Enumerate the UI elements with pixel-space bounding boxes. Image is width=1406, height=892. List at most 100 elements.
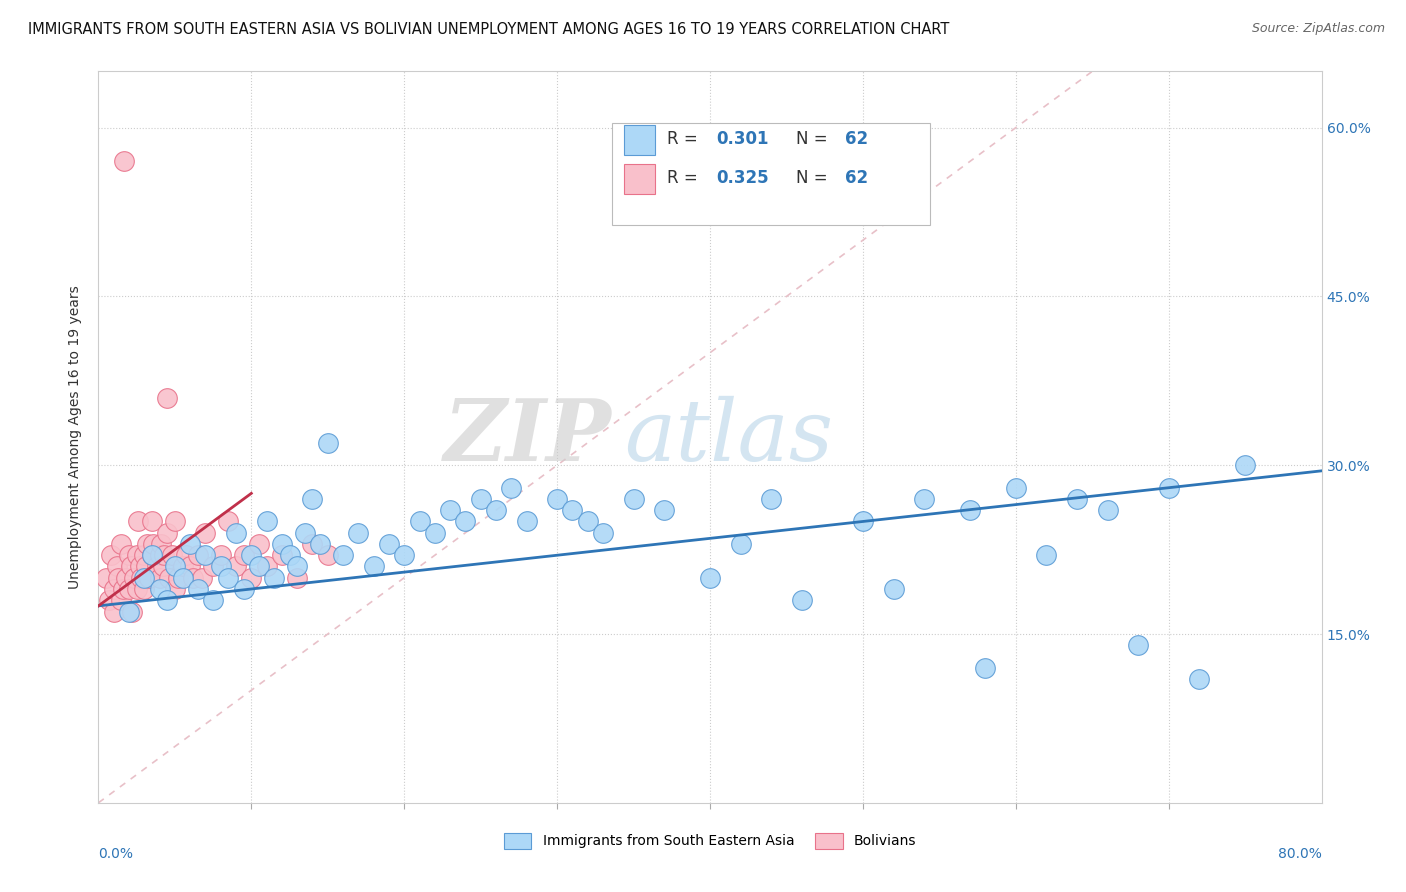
Point bbox=[141, 548, 163, 562]
Point bbox=[1234, 458, 1257, 473]
Point bbox=[301, 491, 323, 506]
Point bbox=[256, 515, 278, 529]
Point bbox=[285, 571, 308, 585]
Point bbox=[191, 571, 214, 585]
Point bbox=[141, 515, 163, 529]
Point bbox=[172, 571, 194, 585]
Point bbox=[225, 525, 247, 540]
Text: 62: 62 bbox=[845, 129, 868, 148]
Point bbox=[127, 515, 149, 529]
Point bbox=[1066, 491, 1088, 506]
Point bbox=[423, 525, 446, 540]
Text: ZIP: ZIP bbox=[444, 395, 612, 479]
Point bbox=[485, 503, 508, 517]
Point bbox=[136, 537, 159, 551]
Text: 80.0%: 80.0% bbox=[1278, 847, 1322, 861]
Point bbox=[378, 537, 401, 551]
Point bbox=[163, 559, 186, 574]
Point bbox=[209, 548, 232, 562]
Point bbox=[150, 537, 173, 551]
Point bbox=[167, 571, 190, 585]
Point bbox=[232, 582, 254, 596]
Point bbox=[179, 559, 201, 574]
Point bbox=[852, 515, 875, 529]
Text: 0.0%: 0.0% bbox=[98, 847, 134, 861]
Text: 0.325: 0.325 bbox=[716, 169, 769, 187]
Point bbox=[112, 154, 135, 169]
Text: N =: N = bbox=[796, 169, 832, 187]
Point bbox=[129, 571, 152, 585]
Point bbox=[316, 548, 339, 562]
Point bbox=[138, 571, 160, 585]
Point bbox=[408, 515, 430, 529]
Point bbox=[247, 537, 270, 551]
Point bbox=[134, 548, 156, 562]
Point bbox=[256, 559, 278, 574]
Point bbox=[187, 582, 209, 596]
Point bbox=[134, 582, 156, 596]
Point bbox=[103, 582, 125, 596]
Point bbox=[652, 503, 675, 517]
Text: 62: 62 bbox=[845, 169, 868, 187]
Point bbox=[270, 548, 292, 562]
Point bbox=[240, 548, 263, 562]
Point bbox=[240, 571, 263, 585]
Point bbox=[501, 481, 523, 495]
Text: IMMIGRANTS FROM SOUTH EASTERN ASIA VS BOLIVIAN UNEMPLOYMENT AMONG AGES 16 TO 19 : IMMIGRANTS FROM SOUTH EASTERN ASIA VS BO… bbox=[28, 22, 949, 37]
Point bbox=[145, 559, 167, 574]
Point bbox=[103, 605, 125, 619]
Point bbox=[156, 593, 179, 607]
Point bbox=[98, 593, 121, 607]
Point bbox=[100, 548, 122, 562]
Point bbox=[332, 548, 354, 562]
Point bbox=[94, 571, 117, 585]
Point bbox=[217, 571, 239, 585]
Point bbox=[225, 559, 247, 574]
Point bbox=[347, 525, 370, 540]
Point bbox=[120, 559, 142, 574]
Point bbox=[179, 537, 201, 551]
Point bbox=[153, 548, 176, 562]
Point bbox=[118, 582, 141, 596]
FancyBboxPatch shape bbox=[612, 122, 931, 225]
Point bbox=[959, 503, 981, 517]
Point bbox=[194, 525, 217, 540]
Point bbox=[232, 548, 254, 562]
Point bbox=[1004, 481, 1026, 495]
Point bbox=[149, 571, 172, 585]
Point bbox=[699, 571, 721, 585]
Point bbox=[156, 525, 179, 540]
Point bbox=[883, 582, 905, 596]
Point bbox=[309, 537, 332, 551]
Text: atlas: atlas bbox=[624, 396, 834, 478]
Point bbox=[470, 491, 492, 506]
Point bbox=[516, 515, 538, 529]
Point bbox=[454, 515, 477, 529]
Point bbox=[363, 559, 385, 574]
Point bbox=[294, 525, 316, 540]
Point bbox=[278, 548, 301, 562]
Point bbox=[128, 559, 150, 574]
Point bbox=[118, 605, 141, 619]
Point bbox=[1097, 503, 1119, 517]
Point bbox=[163, 515, 186, 529]
Point bbox=[149, 582, 172, 596]
Point bbox=[285, 559, 308, 574]
Point bbox=[110, 593, 132, 607]
Point bbox=[202, 559, 225, 574]
Bar bbox=[624, 163, 655, 194]
Point bbox=[121, 605, 143, 619]
Point bbox=[301, 537, 323, 551]
Point bbox=[141, 548, 163, 562]
Legend: Immigrants from South Eastern Asia, Bolivians: Immigrants from South Eastern Asia, Boli… bbox=[498, 827, 922, 855]
Point bbox=[316, 435, 339, 450]
Bar bbox=[624, 125, 655, 155]
Point bbox=[125, 548, 148, 562]
Point bbox=[134, 571, 156, 585]
Point bbox=[392, 548, 416, 562]
Point bbox=[118, 548, 141, 562]
Point bbox=[247, 559, 270, 574]
Point bbox=[111, 582, 134, 596]
Point bbox=[135, 559, 157, 574]
Point bbox=[110, 537, 132, 551]
